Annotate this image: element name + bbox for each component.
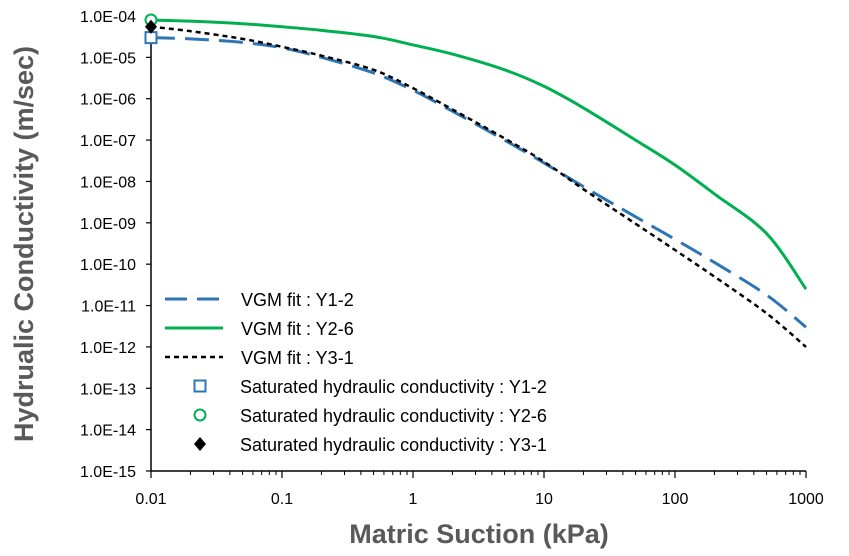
x-tick-label: 10 bbox=[535, 491, 553, 508]
y-tick-label: 1.0E-14 bbox=[80, 423, 136, 440]
axes bbox=[150, 16, 806, 472]
y-axis-title: Hydrualic Conductivity (m/sec) bbox=[9, 46, 39, 442]
y-tick-label: 1.0E-05 bbox=[80, 50, 136, 67]
y-tick-label: 1.0E-09 bbox=[80, 216, 136, 233]
series-marker-5 bbox=[145, 19, 157, 34]
x-tick-label: 100 bbox=[662, 491, 689, 508]
y-tick-label: 1.0E-15 bbox=[80, 464, 136, 481]
x-axis-ticks: 0.01 0.1 1 10 100 1000 bbox=[135, 471, 824, 508]
y-tick-label: 1.0E-11 bbox=[81, 299, 136, 316]
legend-swatch-4 bbox=[193, 408, 207, 422]
legend-label-3: Saturated hydraulic conductivity : Y1-2 bbox=[240, 377, 547, 397]
y-tick-label: 1.0E-08 bbox=[80, 174, 136, 191]
x-tick-label: 0.1 bbox=[271, 491, 293, 508]
y-tick-label: 1.0E-13 bbox=[80, 381, 136, 398]
x-axis-title: Matric Suction (kPa) bbox=[349, 519, 609, 549]
legend: VGM fit : Y1-2 VGM fit : Y2-6 VGM fit : Y3… bbox=[165, 290, 547, 455]
legend-label-0: VGM fit : Y1-2 bbox=[241, 290, 354, 310]
plot-series bbox=[144, 13, 808, 348]
y-tick-label: 1.0E-04 bbox=[80, 9, 136, 26]
legend-swatch-3 bbox=[193, 379, 207, 393]
legend-label-5: Saturated hydraulic conductivity : Y3-1 bbox=[240, 435, 547, 455]
y-axis-ticks: 1.0E-15 1.0E-14 1.0E-13 1.0E-12 1.0E-11 1.0E-… bbox=[80, 9, 151, 481]
x-tick-label: 1 bbox=[409, 491, 418, 508]
legend-label-2: VGM fit : Y3-1 bbox=[241, 348, 354, 368]
y-tick-label: 1.0E-07 bbox=[80, 133, 136, 150]
series-line-2 bbox=[150, 25, 807, 348]
legend-label-1: VGM fit : Y2-6 bbox=[241, 319, 354, 339]
series-line-1 bbox=[150, 18, 808, 290]
legend-swatch-5 bbox=[194, 437, 206, 451]
y-tick-label: 1.0E-06 bbox=[80, 92, 136, 109]
y-tick-label: 1.0E-10 bbox=[80, 257, 136, 274]
x-tick-label: 1000 bbox=[788, 491, 824, 508]
series-marker-3 bbox=[144, 31, 158, 45]
y-tick-label: 1.0E-12 bbox=[80, 340, 136, 357]
x-tick-label: 0.01 bbox=[135, 491, 166, 508]
series-line-0 bbox=[150, 36, 807, 329]
legend-label-4: Saturated hydraulic conductivity : Y2-6 bbox=[240, 406, 547, 426]
